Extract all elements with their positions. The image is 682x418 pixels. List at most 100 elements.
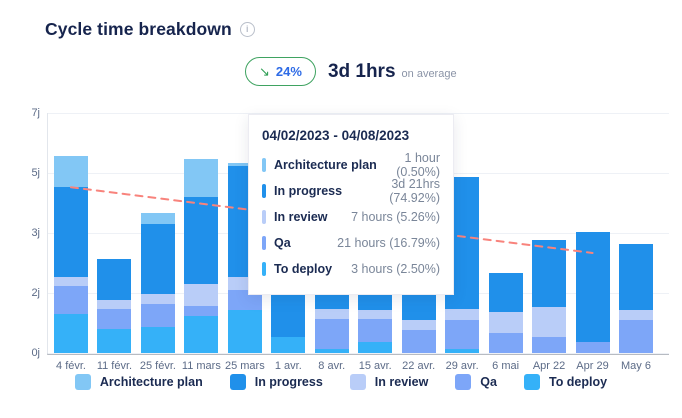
- segment-in-progress[interactable]: [140, 224, 175, 295]
- segment-in-review[interactable]: [97, 300, 132, 309]
- x-axis-label: 1 avr.: [274, 360, 302, 372]
- segment-in-review[interactable]: [488, 311, 523, 333]
- segment-to-deploy[interactable]: [227, 310, 262, 353]
- segment-qa[interactable]: [575, 341, 610, 353]
- segment-architecture-plan[interactable]: [140, 213, 175, 225]
- segment-in-review[interactable]: [54, 277, 88, 286]
- title-row: Cycle time breakdown i: [45, 19, 255, 40]
- segment-in-review[interactable]: [140, 294, 175, 305]
- segment-to-deploy[interactable]: [271, 337, 306, 353]
- segment-in-progress[interactable]: [575, 231, 610, 342]
- segment-qa[interactable]: [184, 305, 219, 316]
- segment-in-review[interactable]: [532, 307, 567, 338]
- legend-item-in-progress[interactable]: In progress: [229, 374, 323, 390]
- segment-in-review[interactable]: [358, 310, 393, 319]
- y-axis-label: 3j: [31, 227, 40, 239]
- segment-to-deploy[interactable]: [184, 315, 219, 353]
- segment-to-deploy[interactable]: [358, 341, 393, 353]
- segment-in-review[interactable]: [401, 320, 436, 331]
- gridline: [48, 113, 669, 114]
- tooltip-date-range: 04/02/2023 - 04/08/2023: [262, 128, 410, 143]
- legend-swatch-in-review: [349, 374, 366, 390]
- segment-qa[interactable]: [445, 320, 480, 349]
- segment-architecture-plan[interactable]: [227, 163, 262, 166]
- segment-in-review[interactable]: [445, 308, 480, 321]
- legend-swatch-qa: [455, 374, 472, 390]
- bar-may-6[interactable]: [618, 244, 653, 353]
- x-axis-label: 25 mars: [224, 360, 265, 372]
- bar-apr-22[interactable]: [532, 240, 567, 353]
- segment-qa[interactable]: [54, 285, 88, 315]
- segment-in-progress[interactable]: [488, 273, 523, 312]
- in-review-marker: [262, 210, 266, 224]
- bar-4-f-vr-[interactable]: [54, 155, 88, 353]
- x-axis-label: 25 févr.: [139, 360, 176, 372]
- chart-legend: Architecture plan In progress In review Qa T…: [0, 374, 682, 390]
- segment-to-deploy[interactable]: [314, 348, 349, 353]
- segment-qa[interactable]: [227, 290, 262, 311]
- segment-in-progress[interactable]: [184, 197, 219, 285]
- tooltip-row-to-deploy: To deploy 3 hours (2.50%): [262, 256, 440, 282]
- x-axis-label: 11 févr.: [96, 360, 133, 372]
- segment-in-progress[interactable]: [97, 258, 132, 301]
- segment-qa[interactable]: [97, 308, 132, 329]
- x-axis-label: 29 avr.: [445, 360, 479, 372]
- segment-architecture-plan[interactable]: [184, 158, 219, 198]
- segment-in-progress[interactable]: [54, 187, 88, 278]
- segment-in-review[interactable]: [314, 308, 349, 319]
- y-axis-label: 5j: [31, 167, 40, 179]
- segment-in-progress[interactable]: [532, 240, 567, 308]
- x-axis-label: Apr 22: [532, 360, 566, 372]
- segment-architecture-plan[interactable]: [54, 155, 88, 188]
- segment-to-deploy[interactable]: [140, 327, 175, 353]
- page-title: Cycle time breakdown: [45, 19, 232, 39]
- x-axis-label: 6 mai: [492, 360, 520, 372]
- tooltip-row-in-review: In review 7 hours (5.26%): [262, 204, 440, 230]
- legend-label: To deploy: [548, 375, 608, 389]
- segment-to-deploy[interactable]: [54, 314, 88, 353]
- x-axis-label: 22 avr.: [402, 360, 436, 372]
- bar-6-mai[interactable]: [488, 273, 523, 353]
- segment-to-deploy[interactable]: [97, 328, 132, 353]
- legend-swatch-in-progress: [229, 374, 246, 390]
- average-cycle-time: 3d 1hrs: [327, 60, 396, 82]
- legend-label: Qa: [480, 375, 497, 389]
- trend-down-arrow-icon: ↘: [259, 64, 270, 79]
- segment-qa[interactable]: [618, 320, 653, 353]
- bar-apr-29[interactable]: [575, 231, 610, 353]
- x-axis-label: 8 avr.: [318, 360, 346, 372]
- y-axis-label: 2j: [31, 287, 40, 299]
- info-icon[interactable]: i: [239, 22, 255, 37]
- bar-25-f-vr-[interactable]: [140, 213, 175, 353]
- x-axis-label: 11 mars: [181, 360, 221, 372]
- chart-tooltip: 04/02/2023 - 04/08/2023 Architecture pla…: [248, 114, 454, 295]
- segment-in-review[interactable]: [618, 310, 653, 321]
- segment-in-review[interactable]: [184, 284, 219, 306]
- segment-to-deploy[interactable]: [445, 348, 480, 353]
- legend-item-to-deploy[interactable]: To deploy: [523, 374, 608, 390]
- segment-qa[interactable]: [358, 318, 393, 342]
- in-progress-marker: [262, 184, 266, 198]
- legend-item-architecture-plan[interactable]: Architecture plan: [74, 374, 203, 390]
- segment-qa[interactable]: [314, 318, 349, 349]
- cycle-time-chart: 7j 5j 3j 2j 0j 4 févr. 11 févr. 25 févr. 11 mar…: [31, 107, 669, 372]
- legend-item-in-review[interactable]: In review: [349, 374, 429, 390]
- segment-qa[interactable]: [532, 337, 567, 353]
- architecture-plan-marker: [262, 158, 266, 172]
- bar-11-f-vr-[interactable]: [97, 258, 132, 353]
- gridline: [48, 353, 669, 354]
- x-axis-label: May 6: [620, 360, 651, 372]
- legend-label: In review: [374, 375, 429, 389]
- summary-row: ↘ 24% 3d 1hrs on average: [245, 57, 457, 86]
- legend-swatch-to-deploy: [523, 374, 540, 390]
- tooltip-row-qa: Qa 21 hours (16.79%): [262, 230, 440, 256]
- trend-badge: ↘ 24%: [245, 57, 316, 86]
- legend-label: In progress: [254, 375, 323, 389]
- legend-item-qa[interactable]: Qa: [455, 374, 497, 390]
- segment-qa[interactable]: [488, 333, 523, 353]
- segment-qa[interactable]: [140, 304, 175, 328]
- bar-11-mars[interactable]: [184, 158, 219, 353]
- segment-qa[interactable]: [401, 330, 436, 353]
- segment-in-progress[interactable]: [618, 244, 653, 311]
